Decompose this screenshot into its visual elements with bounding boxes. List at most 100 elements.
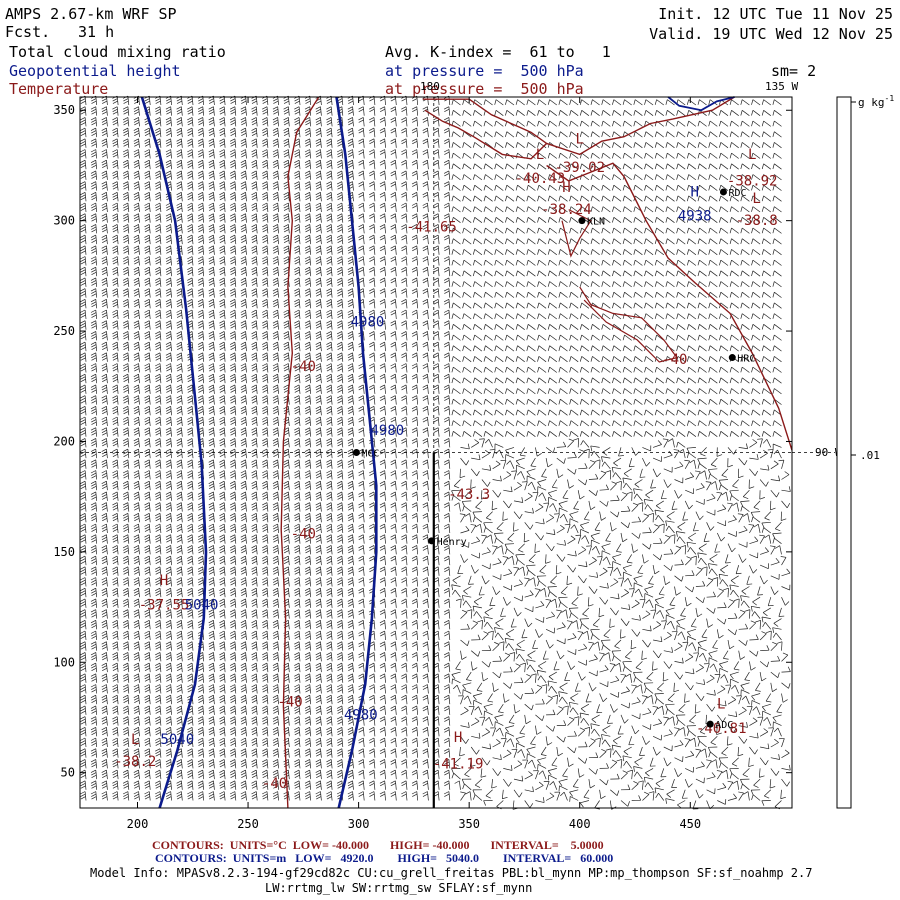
wind-barb [602,249,611,256]
wind-barb [144,229,150,233]
wind-barb [127,245,130,255]
wind-barb [592,356,600,363]
wind-barb [613,324,622,330]
wind-barb [676,217,679,223]
wind-barb [198,173,204,177]
wind-barb [123,314,129,318]
wind-barb [448,106,451,116]
wind-barb [656,227,665,234]
wind-barb [198,293,204,297]
wind-barb [720,217,729,223]
wind-barb [155,229,161,233]
wind-barb [155,312,161,316]
wind-barb [654,324,657,330]
wind-barb [405,245,408,255]
wind-barb [558,163,561,170]
wind-barb [176,194,182,198]
wind-barb [187,250,193,254]
wind-barb [644,334,647,341]
wind-barb [416,342,419,352]
wind-barb [315,162,321,166]
wind-barb [633,153,636,159]
wind-barb [112,312,118,316]
wind-barb [245,235,247,245]
wind-barb [337,269,343,273]
wind-barb [686,302,690,309]
wind-barb [352,342,354,352]
wind-barb [266,138,269,148]
wind-barb [165,127,171,131]
wind-barb [667,163,675,170]
wind-barb [209,218,215,222]
wind-barb [379,266,385,271]
wind-barb [538,313,547,320]
wind-barb [494,281,497,287]
wind-barb [433,298,439,303]
wind-barb [187,98,193,102]
wind-barb [622,249,625,255]
wind-barb [443,288,450,292]
wind-barb [90,170,96,174]
wind-barb [570,99,579,106]
wind-barb [654,99,657,105]
wind-barb [241,207,247,211]
wind-barb [592,324,600,330]
wind-barb [245,256,247,266]
wind-barb [91,344,97,348]
wind-barb [741,302,750,309]
wind-barb [187,122,193,126]
wind-barb [262,234,268,238]
wind-barb [101,119,107,123]
wind-barb [326,368,332,372]
wind-barb [134,250,140,254]
wind-barb [613,174,622,181]
wind-barb [494,110,497,116]
wind-barb [294,298,300,303]
wind-barb [198,130,204,134]
wind-barb [198,108,204,113]
wind-barb [416,160,419,170]
wind-barb [283,108,289,113]
wind-barb [592,217,600,223]
wind-barb [315,141,321,145]
wind-barb [166,282,172,286]
wind-barb [444,151,450,155]
wind-barb [122,149,129,153]
wind-barb [251,229,257,233]
wind-barb [155,202,161,206]
wind-barb [102,261,108,265]
wind-barb [266,342,269,352]
wind-barb [116,170,119,180]
wind-barb [656,206,665,213]
wind-barb [229,309,236,313]
wind-barb [665,206,668,212]
wind-barb [102,132,108,136]
wind-barb [240,191,246,196]
wind-barb [731,110,739,116]
wind-barb [208,170,214,174]
wind-barb [155,363,161,367]
wind-barb [266,245,269,255]
wind-barb [405,138,408,148]
wind-barb [731,99,739,106]
wind-barb [667,120,675,127]
wind-barb [505,292,508,298]
wind-barb [213,106,215,116]
wind-barb [208,333,214,337]
wind-barb [305,229,311,233]
wind-barb [613,281,622,288]
wind-barb [422,298,428,303]
wind-barb [266,106,269,116]
wind-barb [262,256,268,260]
wind-barb [613,184,622,191]
wind-barb [116,320,119,330]
wind-barb [645,281,654,288]
wind-barb [453,142,461,149]
wind-barb [127,192,130,202]
wind-barb [240,312,247,316]
wind-barb [537,324,540,330]
wind-barb [80,130,86,134]
wind-barb [219,108,225,113]
wind-barb [208,363,214,367]
wind-barb [159,277,162,287]
